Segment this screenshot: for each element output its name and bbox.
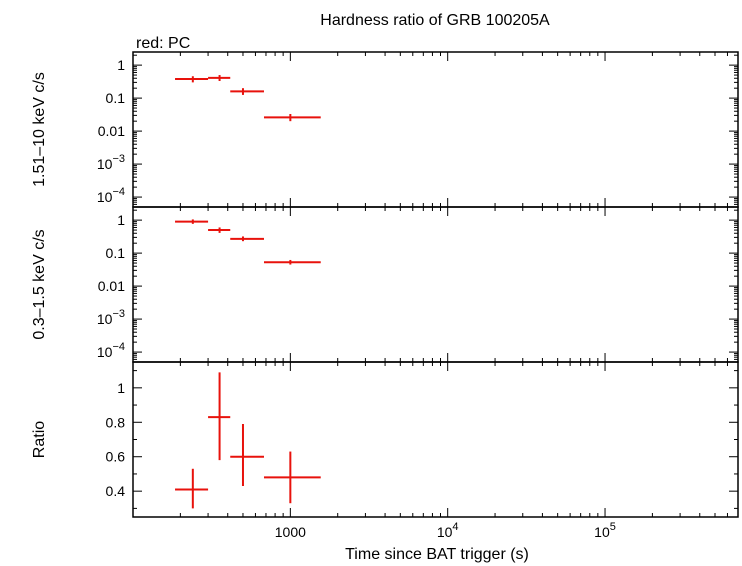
x-tick-label: 105 [594,521,616,540]
panel-ratio-ytick-label: 0.6 [106,449,126,465]
panel-soft-ticks: 1 0.1 0.01 10−3 10−4 [97,207,739,363]
panel-ratio-ytick-label: 1 [117,380,125,396]
panel-soft-ytick-label: 10−4 [97,341,125,360]
x-axis-label: Time since BAT trigger (s) [345,546,529,563]
panel-hard-ytick-label: 0.01 [98,123,125,139]
panel-hard-frame [132,51,739,208]
panel-ratio: 1 0.8 0.6 0.4 Ratio [31,361,739,518]
panel-soft-ytick-label: 0.01 [98,278,125,294]
x-tick-label: 104 [437,521,459,540]
panel-hard-point [208,75,231,82]
panel-ratio-marks [175,372,321,509]
panel-hard-ticks: 1 0.1 0.01 10−3 10−4 [97,52,739,208]
panel-hard-ytick-label: 10−4 [97,186,125,205]
panel-soft-marks [175,219,321,265]
panel-hard-point [175,76,209,83]
panel-soft-point [263,259,321,265]
panel-hard-ytick-label: 1 [117,57,125,73]
panel-soft-ytick-label: 1 [117,212,125,228]
panel-hard-point [230,88,264,95]
panel-soft-point [175,219,209,224]
panel-hard-ytick-label: 0.1 [106,90,126,106]
panel-hard: 1 0.1 0.01 10−3 10−4 1.51–10 keV c/s [31,51,739,208]
x-tick-label: 1000 [275,524,306,540]
panel-soft: 1 0.1 0.01 10−3 10−4 0.3–1.5 keV c/s [31,206,739,363]
panel-ratio-point [263,451,321,504]
panel-soft-point [230,236,264,242]
panel-hard-point [263,113,321,122]
panel-ratio-frame [132,361,739,518]
panel-ratio-point [175,468,209,509]
panel-soft-ytick-label: 10−3 [97,308,125,327]
panel-ratio-ylabel: Ratio [31,421,48,458]
panel-soft-ylabel: 0.3–1.5 keV c/s [31,229,48,339]
panel-hard-ytick-label: 10−3 [97,153,125,172]
panel-ratio-ytick-label: 0.4 [106,483,126,499]
panel-soft-point [208,227,231,233]
panel-soft-ytick-label: 0.1 [106,245,126,261]
chart-subtitle: red: PC [136,35,190,52]
panel-ratio-ytick-label: 0.8 [106,414,126,430]
panel-ratio-point [208,372,231,461]
panel-ratio-point [230,424,264,486]
panel-hard-marks [175,75,321,122]
panel-hard-ylabel: 1.51–10 keV c/s [31,72,48,187]
panel-ratio-ticks: 1 0.8 0.6 0.4 [106,362,739,517]
chart-title: Hardness ratio of GRB 100205A [320,12,550,29]
